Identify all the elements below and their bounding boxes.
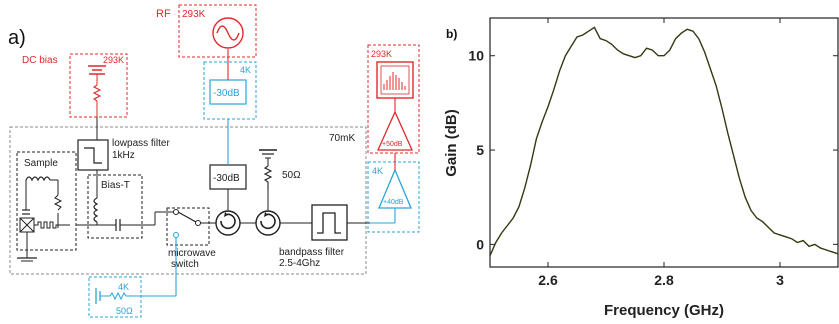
y-tick-label: 5 — [476, 142, 484, 158]
spectrum-analyzer-icon — [383, 72, 406, 90]
circulator-1-arrow — [220, 213, 236, 230]
lowpass-symbol — [84, 147, 102, 164]
sample-box — [16, 151, 77, 251]
switch-label-1: microwave — [168, 248, 216, 259]
amp-rt-temp: 293K — [371, 49, 392, 59]
att-4k-value: -30dB — [213, 88, 240, 99]
y-tick-label: 10 — [468, 48, 484, 64]
fridge-temp-label: 70mK — [329, 133, 355, 144]
dc-bias-label: DC bias — [22, 55, 58, 66]
amp-4k-box — [367, 161, 420, 233]
load-temp: 4K — [118, 282, 129, 292]
amp-4k-temp: 4K — [372, 166, 383, 176]
switch-contact — [173, 209, 179, 215]
amp-rt-triangle — [376, 110, 414, 151]
switch-blade — [177, 211, 197, 223]
spectrum-analyzer — [376, 61, 414, 99]
dc-resistor — [92, 84, 102, 102]
y-tick-label: 0 — [476, 236, 484, 252]
x-tick-label: 2.6 — [538, 272, 558, 288]
fridge-boundary — [9, 126, 367, 275]
lowpass-filter — [77, 139, 109, 171]
att-4k-temp: 4K — [240, 65, 251, 75]
bandpass-range: 2.5-4Ghz — [279, 258, 320, 269]
attenuator-mk — [209, 164, 247, 190]
rf-source-box — [178, 4, 257, 58]
amp-4k-gain: +40dB — [383, 199, 404, 206]
series-line — [489, 26, 839, 256]
rf-sine-icon — [216, 25, 240, 41]
panel-a: a) 70mK Sample Bias-T — [8, 4, 420, 318]
bias-t-box — [87, 174, 143, 239]
sample-inductor — [25, 176, 51, 182]
panel-a-label: a) — [8, 27, 26, 49]
sample-resistor — [53, 194, 63, 211]
switch-contact — [195, 220, 201, 226]
chart-ticks: 2.6 2.8 3 0 5 10 — [468, 18, 838, 288]
sample-label: Sample — [24, 158, 58, 169]
switch-contact — [173, 232, 179, 238]
rf-temp: 293K — [182, 9, 206, 20]
bandpass-label: bandpass filter — [279, 247, 345, 258]
circulator-2-arrow — [260, 213, 276, 230]
y-axis-label: Gain (dB) — [443, 109, 460, 177]
switch-box — [166, 207, 210, 246]
load-box — [88, 276, 142, 318]
switch-label-2: switch — [171, 259, 199, 270]
term-value: 50Ω — [282, 170, 301, 181]
load-value: 50Ω — [116, 306, 133, 316]
x-tick-label: 2.8 — [654, 272, 674, 288]
junction-cross — [19, 217, 35, 233]
term-resistor — [263, 165, 273, 190]
attenuator-mk-value: -30dB — [213, 173, 240, 184]
lowpass-freq: 1kHz — [112, 150, 135, 161]
att-4k — [209, 79, 247, 105]
amp-rt-box — [367, 44, 420, 154]
bandpass-symbol — [317, 212, 341, 234]
panel-b-label: b) — [446, 27, 457, 41]
sample-meander — [34, 221, 70, 229]
bias-t-inductor — [93, 197, 99, 223]
x-tick-label: 3 — [776, 272, 784, 288]
lowpass-label: lowpass filter — [112, 138, 170, 149]
amp-rt-gain: +50dB — [382, 141, 403, 148]
spectrum-analyzer-screen — [380, 65, 410, 95]
panel-b: b) 2.6 2.8 3 0 5 10 Frequency (GHz) Gain (dB) — [443, 17, 839, 319]
dc-bias-temp: 293K — [103, 55, 124, 65]
bandpass-filter — [311, 204, 348, 241]
x-axis-label: Frequency (GHz) — [604, 302, 724, 319]
circulator-2-arrowhead — [264, 212, 268, 217]
load-resistor — [109, 291, 136, 301]
bias-t-label: Bias-T — [101, 180, 130, 191]
att-4k-box — [203, 61, 257, 120]
circulator-1-arrowhead — [224, 212, 228, 217]
rf-label: RF — [156, 8, 171, 20]
